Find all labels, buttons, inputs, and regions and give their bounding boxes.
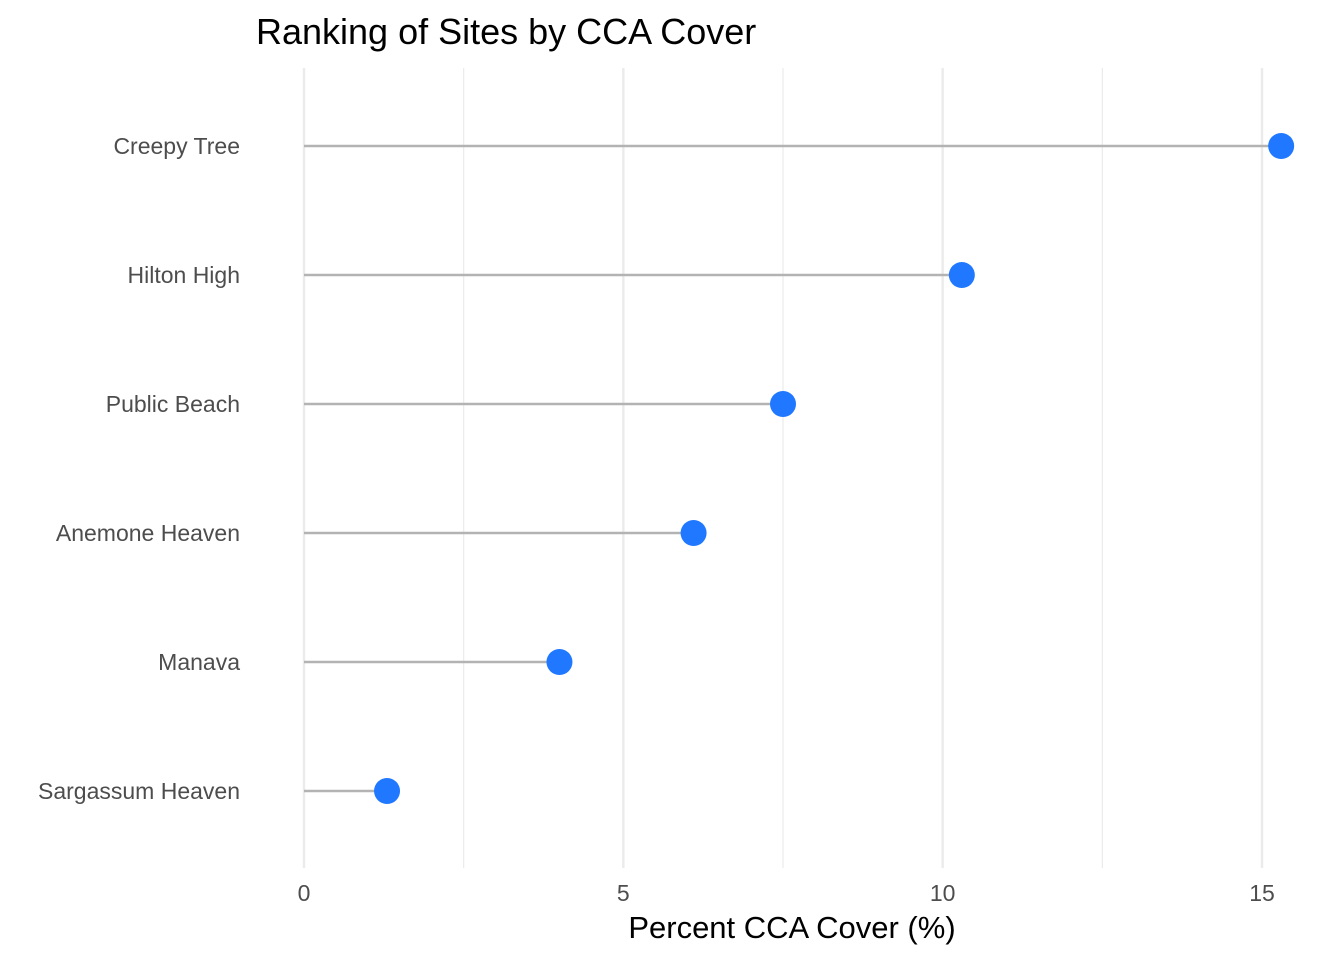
x-tick-label: 15 [1249, 880, 1275, 906]
x-axis-title: Percent CCA Cover (%) [628, 910, 955, 945]
lollipop-point [1268, 133, 1295, 159]
lollipop-point [680, 520, 707, 546]
grid-lines [302, 68, 1264, 868]
x-tick-label: 5 [617, 880, 630, 906]
x-tick-label: 0 [298, 880, 311, 906]
lollipop-point [948, 262, 975, 288]
lollipop-point [770, 391, 796, 417]
x-axis-tick-labels: 0 5 10 15 [298, 880, 1275, 906]
lollipop-points [374, 133, 1295, 804]
x-tick-label: 10 [930, 880, 956, 906]
y-axis-tick-labels: Creepy Tree Hilton High Public Beach Anemon… [38, 133, 240, 804]
y-tick-label: Creepy Tree [113, 133, 240, 159]
y-tick-label: Sargassum Heaven [38, 778, 240, 804]
y-tick-label: Anemone Heaven [56, 520, 240, 546]
lollipop-segments [304, 144, 1282, 793]
y-tick-label: Public Beach [106, 391, 240, 417]
lollipop-point [546, 649, 573, 675]
lollipop-point [374, 778, 401, 804]
y-tick-label: Manava [158, 649, 240, 675]
chart-title: Ranking of Sites by CCA Cover [256, 11, 756, 52]
y-tick-label: Hilton High [128, 262, 241, 288]
